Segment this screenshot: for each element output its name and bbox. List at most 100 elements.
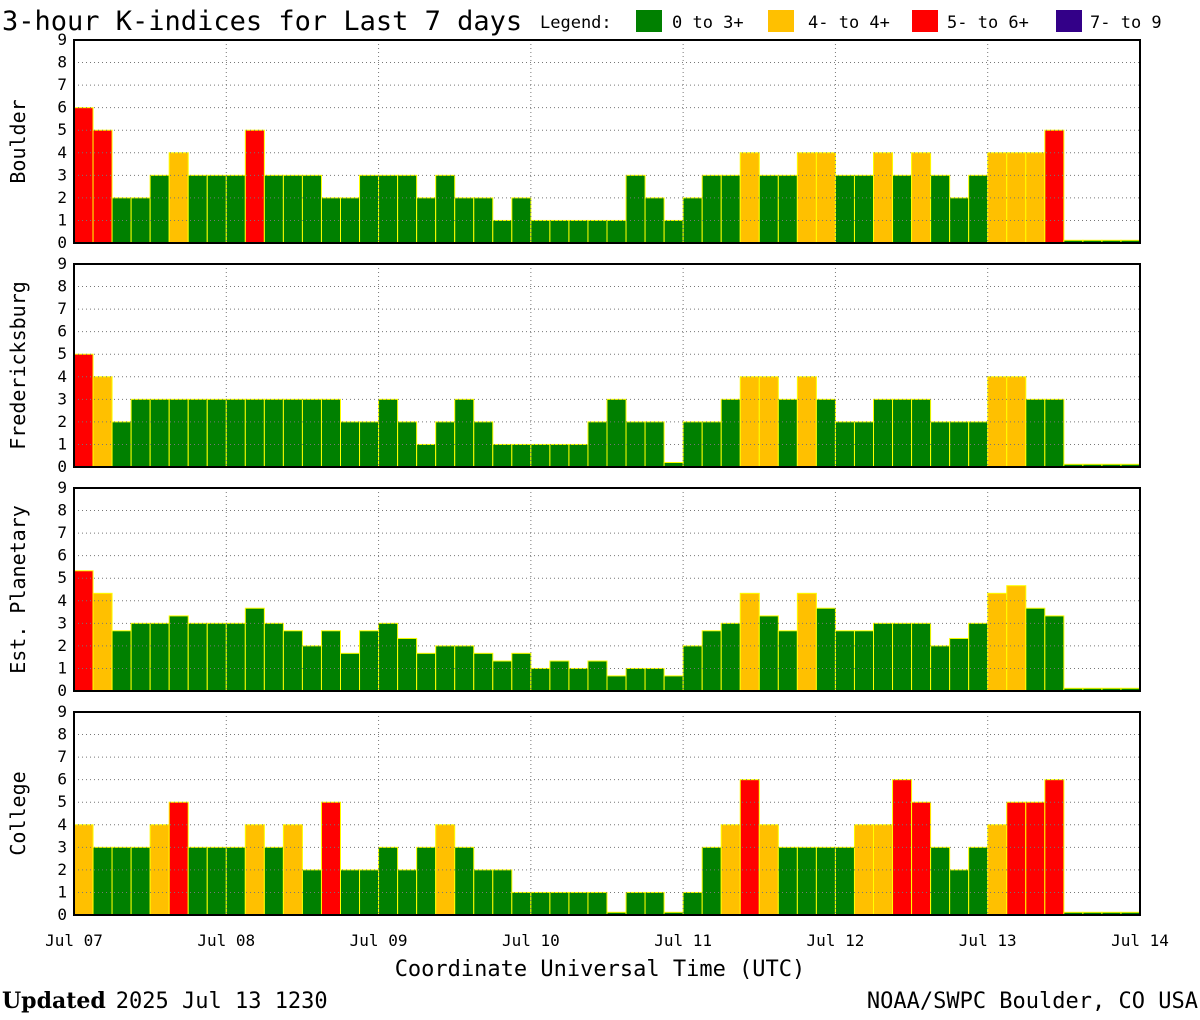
bar-college-1 [92, 846, 113, 916]
bar-college-37 [777, 846, 798, 916]
y-tick-est-planetary-5: 5 [57, 568, 67, 587]
bar-fredericksburg-24 [530, 443, 551, 468]
y-tick-boulder-0: 0 [57, 233, 67, 252]
x-tick-jul-14: Jul 14 [1111, 931, 1169, 950]
legend-text-active: 4- to 4+ [808, 13, 890, 33]
bar-est-planetary-46 [949, 637, 970, 692]
bar-college-18 [416, 846, 437, 916]
y-tick-fredericksburg-4: 4 [57, 367, 67, 386]
bar-fredericksburg-16 [378, 398, 399, 468]
panel-label-college: College [6, 771, 30, 855]
bar-est-planetary-29 [625, 667, 646, 692]
y-tick-boulder-7: 7 [57, 75, 67, 94]
x-tick-jul-13: Jul 13 [959, 931, 1017, 950]
bar-fredericksburg-37 [777, 398, 798, 468]
y-tick-boulder-2: 2 [57, 188, 67, 207]
legend-text-severe: 7- to 9 [1090, 13, 1162, 33]
bar-college-16 [378, 846, 399, 916]
y-tick-boulder-5: 5 [57, 120, 67, 139]
y-tick-est-planetary-8: 8 [57, 501, 67, 520]
bar-est-planetary-48 [987, 592, 1008, 692]
bar-college-40 [834, 846, 855, 916]
y-tick-fredericksburg-0: 0 [57, 457, 67, 476]
y-tick-est-planetary-3: 3 [57, 613, 67, 632]
bar-fredericksburg-7 [206, 398, 227, 468]
x-tick-jul-09: Jul 09 [350, 931, 408, 950]
bar-fredericksburg-35 [739, 376, 760, 468]
y-tick-boulder-6: 6 [57, 98, 67, 117]
bar-fredericksburg-43 [892, 398, 913, 468]
footer-updated-time: 2025 Jul 13 1230 [116, 989, 328, 1014]
legend-swatch-active [768, 10, 794, 32]
x-axis-label: Coordinate Universal Time (UTC) [395, 957, 806, 982]
bar-boulder-46 [949, 197, 970, 244]
chart-title: 3-hour K-indices for Last 7 days [2, 6, 522, 37]
bar-boulder-42 [873, 152, 894, 244]
bar-boulder-16 [378, 174, 399, 244]
x-tick-jul-10: Jul 10 [502, 931, 560, 950]
panel-frame-fredericksburg [73, 263, 1141, 468]
bar-boulder-19 [435, 174, 456, 244]
bar-est-planetary-6 [187, 622, 208, 692]
bar-est-planetary-0 [73, 570, 94, 692]
x-tick-jul-11: Jul 11 [654, 931, 712, 950]
bar-college-17 [397, 869, 418, 916]
y-tick-est-planetary-1: 1 [57, 658, 67, 677]
bar-college-44 [911, 801, 932, 916]
bar-est-planetary-8 [225, 622, 246, 692]
bar-boulder-1 [92, 129, 113, 244]
bar-college-27 [587, 891, 608, 916]
bar-fredericksburg-5 [168, 398, 189, 468]
bar-fredericksburg-12 [301, 398, 322, 468]
bar-est-planetary-32 [682, 645, 703, 692]
bar-est-planetary-1 [92, 592, 113, 692]
bar-fredericksburg-0 [73, 353, 94, 468]
bar-college-46 [949, 869, 970, 916]
y-tick-fredericksburg-8: 8 [57, 277, 67, 296]
bar-boulder-25 [549, 219, 570, 244]
bar-fredericksburg-21 [473, 421, 494, 468]
bar-est-planetary-38 [796, 592, 817, 692]
bar-fredericksburg-20 [454, 398, 475, 468]
bar-fredericksburg-23 [511, 443, 532, 468]
bar-boulder-41 [853, 174, 875, 244]
panel-frame-est-planetary [73, 487, 1141, 692]
bar-college-47 [968, 846, 989, 916]
bar-est-planetary-27 [587, 660, 608, 692]
bar-boulder-8 [225, 174, 246, 244]
bar-college-20 [454, 846, 475, 916]
bar-boulder-37 [777, 174, 798, 244]
bar-fredericksburg-18 [416, 443, 437, 468]
bar-boulder-34 [720, 174, 741, 244]
bar-fredericksburg-8 [225, 398, 246, 468]
bar-est-planetary-10 [263, 622, 284, 692]
bar-boulder-43 [892, 174, 913, 244]
bar-fredericksburg-28 [606, 398, 627, 468]
bar-college-3 [130, 846, 151, 916]
bar-est-planetary-16 [378, 622, 399, 692]
bar-college-23 [511, 891, 532, 916]
bar-college-30 [644, 891, 665, 916]
bar-est-planetary-9 [244, 607, 265, 692]
bar-est-planetary-26 [568, 667, 589, 692]
bar-boulder-6 [187, 174, 208, 244]
bar-boulder-47 [968, 174, 989, 244]
footer-updated-label: Updated [2, 988, 106, 1014]
legend-swatch-storm [912, 10, 938, 32]
y-tick-boulder-1: 1 [57, 210, 67, 229]
bar-college-2 [111, 846, 132, 916]
panel-label-boulder: Boulder [6, 99, 30, 183]
bar-est-planetary-50 [1025, 607, 1046, 692]
bar-boulder-26 [568, 219, 589, 244]
bar-fredericksburg-6 [187, 398, 208, 468]
x-tick-jul-07: Jul 07 [45, 931, 103, 950]
panel-fredericksburg: 0 1 2 3 4 5 6 7 8 9 Fredericksburg [6, 254, 1141, 476]
bar-est-planetary-25 [549, 660, 570, 692]
y-tick-college-9: 9 [57, 702, 67, 721]
bar-est-planetary-39 [815, 607, 836, 692]
y-tick-fredericksburg-3: 3 [57, 389, 67, 408]
bar-college-35 [739, 779, 760, 916]
panel-boulder: 0 1 2 3 4 5 6 7 8 9 Boulder [6, 30, 1141, 252]
bar-est-planetary-2 [111, 630, 132, 692]
